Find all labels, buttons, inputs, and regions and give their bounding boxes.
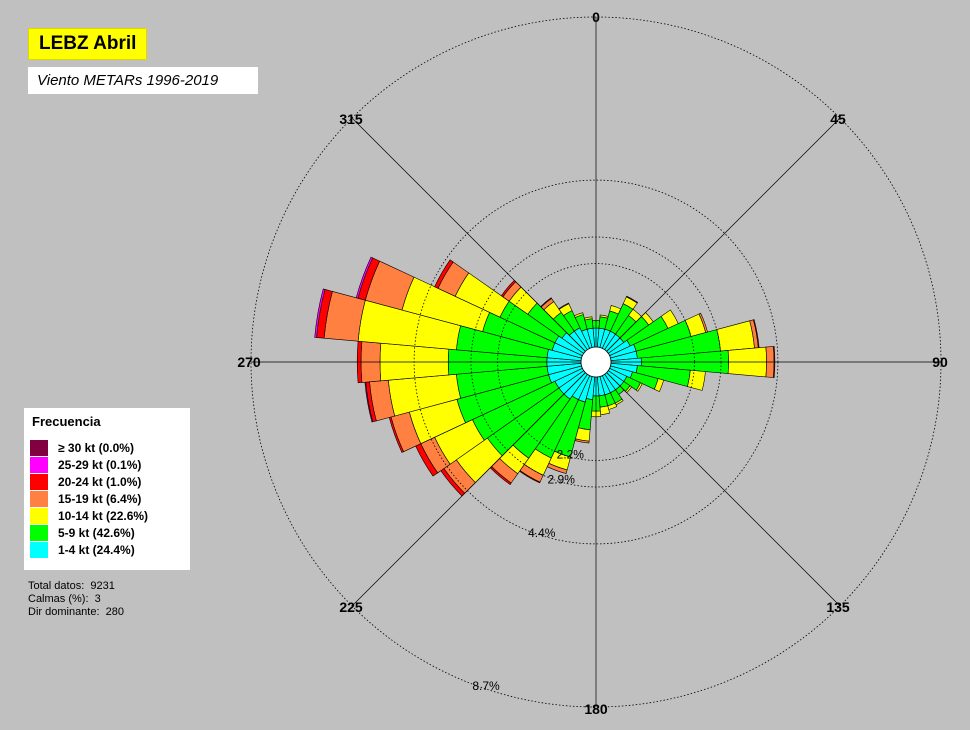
direction-label: 0 [592, 9, 600, 25]
legend-swatch [30, 508, 48, 524]
sector-80-segment-2 [716, 320, 755, 352]
direction-label: 270 [237, 354, 261, 370]
legend-label: ≥ 30 kt (0.0%) [58, 441, 134, 455]
labels-layer: 0 45 90 135 180 225 270 315 2.2% 2.9% 4.4% 8.7% [237, 9, 948, 717]
legend-item: 20-24 kt (1.0%) [30, 474, 141, 490]
chart-title: LEBZ Abril [28, 28, 148, 60]
stat-total: Total datos: 9231 [28, 580, 115, 592]
direction-label: 180 [584, 701, 608, 717]
sector-110-segment-2 [653, 378, 664, 392]
sector-170-segment-2 [599, 405, 611, 416]
legend-swatch [30, 542, 48, 558]
chart-subtitle: Viento METARs 1996-2019 [28, 67, 258, 94]
sector-100-segment-2 [687, 369, 706, 391]
stats-block: Total datos: 9231 Calmas (%): 3 Dir domi… [28, 580, 124, 619]
sector-300-segment-4 [434, 259, 454, 289]
direction-label: 225 [339, 599, 363, 615]
grid-spoke [595, 361, 841, 607]
grid-spoke [351, 361, 597, 607]
ring-label: 2.9% [548, 473, 576, 487]
legend-swatch [30, 474, 48, 490]
legend-label: 20-24 kt (1.0%) [58, 475, 142, 489]
sector-340-segment-2 [574, 312, 584, 318]
grid-layer [250, 16, 942, 708]
direction-label: 90 [932, 354, 948, 370]
legend-item: ≥ 30 kt (0.0%) [30, 440, 134, 456]
legend-item: 5-9 kt (42.6%) [30, 525, 135, 541]
ring-label: 2.2% [557, 448, 585, 462]
grid-spoke [595, 117, 841, 363]
legend-label: 15-19 kt (6.4%) [58, 492, 142, 506]
direction-label: 45 [830, 111, 846, 127]
legend-label: 25-29 kt (0.1%) [58, 458, 142, 472]
sector-350-segment-2 [583, 316, 593, 321]
legend-title: Frecuencia [32, 414, 101, 429]
legend-label: 1-4 kt (24.4%) [58, 543, 135, 557]
sector-330-segment-3 [558, 302, 570, 310]
legend: Frecuencia ≥ 30 kt (0.0%) 25-29 kt (0.1%… [24, 408, 190, 570]
direction-label: 315 [339, 111, 363, 127]
ring-label: 4.4% [528, 526, 556, 540]
legend-item: 10-14 kt (22.6%) [30, 508, 148, 524]
sectors-layer [314, 256, 776, 497]
sector-290-segment-5 [355, 256, 374, 299]
legend-item: 15-19 kt (6.4%) [30, 491, 141, 507]
legend-item: 1-4 kt (24.4%) [30, 542, 135, 558]
legend-item: 25-29 kt (0.1%) [30, 457, 141, 473]
sector-320-segment-4 [540, 297, 552, 308]
stat-dominant-dir: Dir dominante: 280 [28, 606, 125, 618]
legend-label: 10-14 kt (22.6%) [58, 509, 149, 523]
legend-swatch [30, 525, 48, 541]
sector-280-segment-5 [314, 288, 326, 338]
legend-swatch [30, 491, 48, 507]
calm-center [580, 346, 612, 378]
grid-spoke [351, 117, 597, 363]
legend-swatch [30, 440, 48, 456]
sector-30-segment-3 [625, 295, 639, 304]
sector-120-segment-2 [635, 382, 643, 392]
legend-swatch [30, 457, 48, 473]
legend-label: 5-9 kt (42.6%) [58, 526, 135, 540]
stat-calms: Calmas (%): 3 [28, 593, 101, 605]
ring-label: 8.7% [472, 679, 500, 693]
direction-label: 135 [826, 599, 850, 615]
